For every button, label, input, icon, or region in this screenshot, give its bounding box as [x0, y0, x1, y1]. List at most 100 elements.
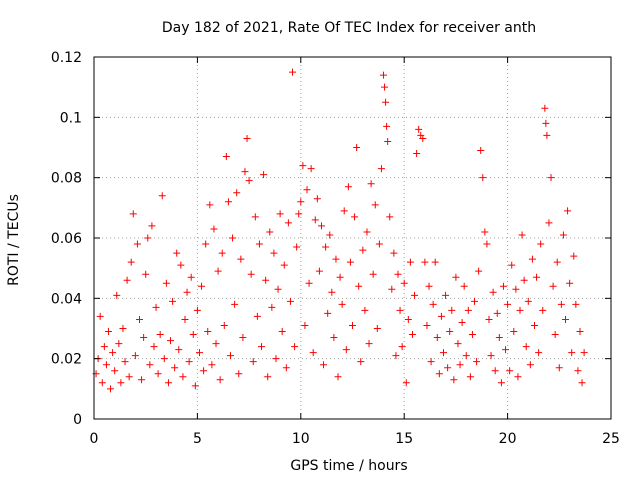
data-point — [448, 306, 456, 314]
data-point — [555, 364, 563, 372]
data-point — [131, 352, 139, 360]
data-point — [200, 367, 208, 375]
x-tick-label: 5 — [193, 431, 202, 447]
data-point — [266, 228, 274, 236]
x-tick-label: 25 — [602, 431, 620, 447]
data-point — [334, 373, 342, 381]
data-point — [231, 300, 239, 308]
y-tick-label: 0.02 — [51, 352, 82, 368]
data-point — [212, 340, 220, 348]
data-point — [313, 195, 321, 203]
data-point — [566, 279, 574, 287]
data-point — [539, 306, 547, 314]
data-point — [381, 83, 389, 91]
data-point — [340, 207, 348, 215]
data-point — [270, 249, 278, 257]
data-point — [439, 349, 447, 357]
data-point — [338, 300, 346, 308]
data-point — [222, 153, 230, 161]
data-point — [533, 273, 541, 281]
data-point — [181, 315, 189, 323]
data-point — [382, 98, 390, 106]
data-point — [433, 334, 441, 342]
data-point — [413, 150, 421, 158]
data-point — [570, 252, 578, 260]
data-point — [487, 352, 495, 360]
data-point — [483, 240, 491, 248]
data-point — [371, 201, 379, 209]
data-point — [355, 282, 363, 290]
data-point — [280, 261, 288, 269]
data-point — [435, 370, 443, 378]
data-point — [388, 285, 396, 293]
data-point — [471, 297, 479, 305]
data-point — [160, 355, 168, 363]
data-point — [245, 177, 253, 185]
data-point — [336, 273, 344, 281]
data-point — [559, 231, 567, 239]
data-point — [578, 379, 586, 387]
data-point — [493, 309, 501, 317]
data-point — [322, 243, 330, 251]
data-point — [437, 312, 445, 320]
y-axis-label: ROTI / TECUs — [6, 194, 22, 286]
data-point — [363, 228, 371, 236]
data-point — [233, 189, 241, 197]
data-point — [497, 379, 505, 387]
data-point — [133, 240, 141, 248]
data-point — [541, 104, 549, 112]
data-point — [386, 213, 394, 221]
data-point — [206, 201, 214, 209]
data-point — [113, 291, 121, 299]
data-point — [204, 328, 212, 336]
data-point — [247, 270, 255, 278]
data-point — [301, 321, 309, 329]
data-point — [156, 331, 164, 339]
data-point — [171, 364, 179, 372]
data-point — [289, 68, 297, 76]
data-point — [390, 249, 398, 257]
data-point — [545, 219, 553, 227]
data-point — [117, 379, 125, 387]
data-point — [175, 346, 183, 354]
data-point — [109, 349, 117, 357]
data-point — [394, 270, 402, 278]
data-point — [479, 174, 487, 182]
data-point — [357, 358, 365, 366]
x-tick-label: 10 — [292, 431, 310, 447]
data-point — [260, 171, 268, 179]
data-point — [328, 288, 336, 296]
data-point — [375, 240, 383, 248]
data-point — [373, 325, 381, 332]
chart-title: Day 182 of 2021, Rate Of TEC Index for r… — [162, 20, 536, 36]
data-point — [367, 180, 375, 188]
data-point — [512, 285, 520, 293]
data-point — [365, 340, 373, 348]
data-point — [311, 216, 319, 224]
data-point — [235, 370, 243, 378]
data-point — [218, 249, 226, 257]
data-point — [268, 303, 276, 311]
data-point — [398, 343, 406, 351]
data-point — [361, 306, 369, 314]
y-tick-label: 0.1 — [60, 110, 82, 126]
data-point — [189, 331, 197, 339]
data-point — [278, 328, 286, 336]
data-point — [138, 376, 146, 384]
data-point — [528, 255, 536, 263]
data-point — [572, 300, 580, 308]
data-point — [286, 297, 294, 305]
data-point — [258, 343, 266, 351]
data-point — [491, 367, 499, 375]
data-point — [185, 358, 193, 366]
data-point — [123, 276, 131, 284]
data-point — [359, 246, 367, 254]
data-point — [107, 385, 115, 393]
data-point — [291, 343, 299, 351]
data-point — [406, 258, 414, 266]
data-point — [129, 210, 137, 218]
data-point — [135, 315, 143, 323]
data-point — [183, 288, 191, 296]
data-point — [520, 276, 528, 284]
data-point — [404, 315, 412, 323]
